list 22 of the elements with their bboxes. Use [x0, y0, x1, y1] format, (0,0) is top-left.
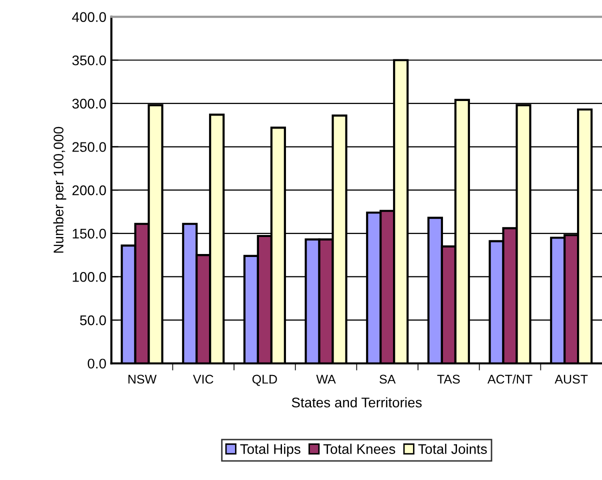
- x-tick-label: SA: [380, 374, 396, 384]
- y-tick-label: 50.0: [80, 315, 106, 326]
- x-tick-label: AUST: [554, 374, 588, 384]
- y-tick-label: 300.0: [72, 98, 106, 109]
- x-tick-label: ACT/NT: [487, 374, 532, 384]
- y-tick-label: 400.0: [72, 12, 106, 22]
- y-tick-label: 250.0: [72, 142, 106, 152]
- x-tick-label: QLD: [252, 374, 277, 386]
- x-tick-label: VIC: [193, 374, 214, 384]
- x-tick-label: NSW: [128, 374, 157, 384]
- legend-label: Total Joints: [418, 444, 487, 454]
- legend-label: Total Hips: [240, 444, 300, 457]
- y-tick-label: 200.0: [72, 185, 106, 196]
- y-tick-label: 100.0: [72, 272, 106, 282]
- y-tick-label: 150.0: [72, 228, 106, 239]
- legend-label: Total Knees: [323, 444, 396, 454]
- x-tick-label: WA: [316, 374, 336, 384]
- y-tick-label: 350.0: [72, 55, 106, 66]
- x-axis-title: States and Territories: [292, 397, 422, 408]
- y-axis-title: Number per 100,000: [53, 126, 66, 253]
- x-tick-label: TAS: [437, 374, 460, 384]
- y-tick-label: 0.0: [88, 358, 106, 369]
